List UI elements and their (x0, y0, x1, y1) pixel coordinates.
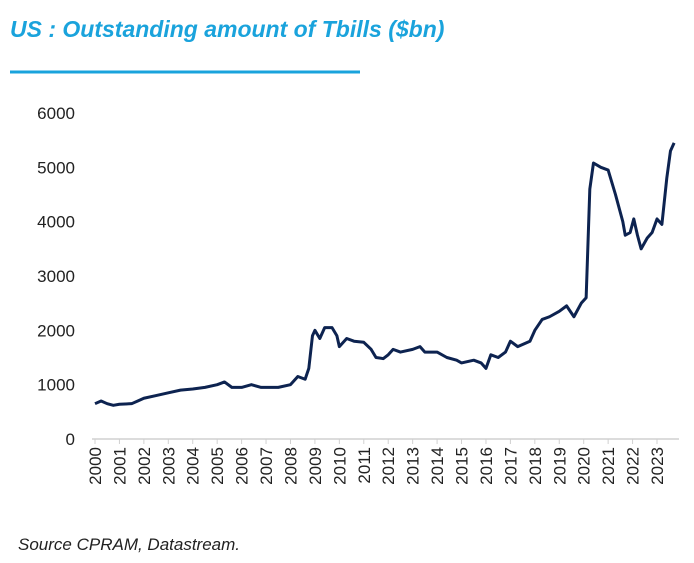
x-tick-label: 2016 (477, 447, 496, 485)
x-tick-label: 2005 (208, 447, 227, 485)
y-tick-label: 3000 (37, 267, 75, 286)
x-tick-label: 2007 (257, 447, 276, 485)
x-tick-label: 2003 (159, 447, 178, 485)
x-tick-label: 2023 (648, 447, 667, 485)
x-tick-label: 2000 (86, 447, 105, 485)
x-tick-label: 2001 (110, 447, 129, 485)
x-tick-label: 2008 (281, 447, 300, 485)
x-tick-label: 2011 (355, 447, 374, 484)
x-tick-label: 2006 (233, 447, 252, 485)
x-tick-label: 2019 (550, 447, 569, 485)
x-tick-label: 2018 (526, 447, 545, 485)
x-tick-label: 2010 (330, 447, 349, 485)
y-tick-label: 6000 (37, 104, 75, 123)
chart-title: US : Outstanding amount of Tbills ($bn) (10, 16, 444, 42)
x-tick-label: 2015 (453, 447, 472, 485)
x-tick-label: 2009 (306, 447, 325, 485)
y-tick-label: 0 (66, 430, 75, 449)
y-tick-label: 2000 (37, 321, 75, 340)
y-tick-label: 5000 (37, 158, 75, 177)
y-tick-label: 1000 (37, 376, 75, 395)
x-tick-label: 2013 (404, 447, 423, 485)
x-tick-label: 2021 (599, 447, 618, 485)
x-tick-label: 2020 (575, 447, 594, 485)
x-tick-label: 2017 (501, 447, 520, 485)
x-tick-label: 2002 (135, 447, 154, 485)
y-tick-label: 4000 (37, 213, 75, 232)
x-tick-label: 2012 (379, 447, 398, 485)
data-line (94, 142, 676, 407)
x-tick-label: 2004 (184, 447, 203, 485)
source: Source CPRAM, Datastream. (18, 535, 240, 554)
x-tick-label: 2014 (428, 447, 447, 485)
x-tick-label: 2022 (624, 447, 643, 485)
